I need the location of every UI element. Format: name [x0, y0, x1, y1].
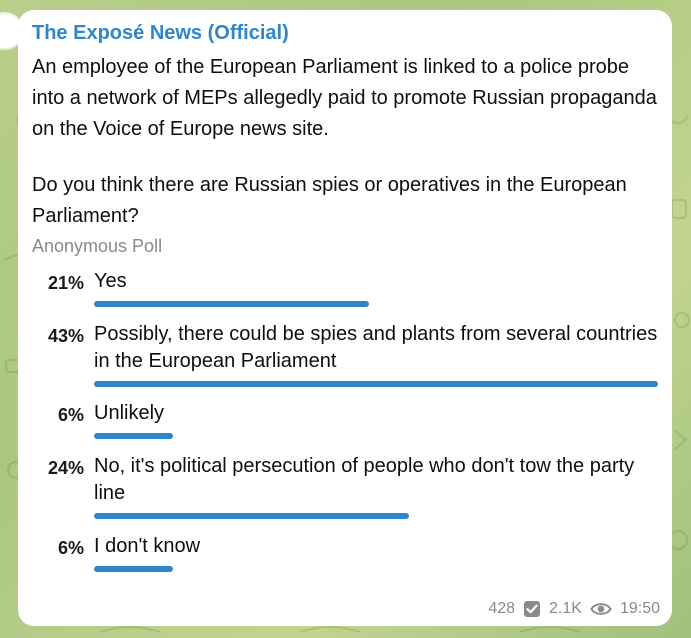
poll-option-percent: 24%: [47, 458, 84, 478]
poll-option-bar: [94, 566, 173, 572]
poll-option-text: Yes: [94, 270, 127, 292]
view-count: 2.1K: [549, 600, 582, 617]
poll-option-text: Possibly, there could be spies and plant…: [94, 323, 658, 372]
poll-type-label: Anonymous Poll: [32, 236, 163, 256]
poll-option-no[interactable]: 24% No, it's political persecution of pe…: [32, 453, 658, 519]
poll-option-text: Unlikely: [94, 402, 165, 424]
poll-option-percent: 6%: [57, 405, 84, 425]
poll-option-bar: [94, 381, 658, 387]
poll-question: Do you think there are Russian spies or …: [32, 174, 627, 227]
poll-option-bar: [94, 433, 173, 439]
poll-option-unlikely[interactable]: 6% Unlikely: [32, 400, 658, 439]
poll-option-percent: 43%: [47, 326, 84, 346]
bubble-tail: [23, 594, 53, 614]
poll-option-bar: [94, 513, 409, 519]
message-footer: 428 2.1K 19:50: [488, 600, 660, 618]
poll-option-dont-know[interactable]: 6% I don't know: [32, 533, 658, 572]
poll-option-yes[interactable]: 21% Yes: [32, 268, 658, 307]
poll-option-text: No, it's political persecution of people…: [94, 455, 635, 504]
poll-option-possibly[interactable]: 43% Possibly, there could be spies and p…: [32, 321, 658, 387]
message-bubble: The Exposé News (Official) An employee o…: [18, 10, 672, 626]
channel-name[interactable]: The Exposé News (Official): [32, 22, 289, 44]
poll-option-percent: 6%: [57, 538, 84, 558]
vote-count: 428: [488, 600, 516, 617]
check-box-icon: [523, 600, 541, 618]
message-text: An employee of the European Parliament i…: [32, 56, 657, 140]
message-time: 19:50: [619, 600, 660, 617]
poll-option-percent: 21%: [47, 273, 84, 293]
poll-option-bar: [94, 301, 370, 307]
eye-icon: [590, 601, 612, 617]
poll-option-text: I don't know: [94, 535, 201, 557]
